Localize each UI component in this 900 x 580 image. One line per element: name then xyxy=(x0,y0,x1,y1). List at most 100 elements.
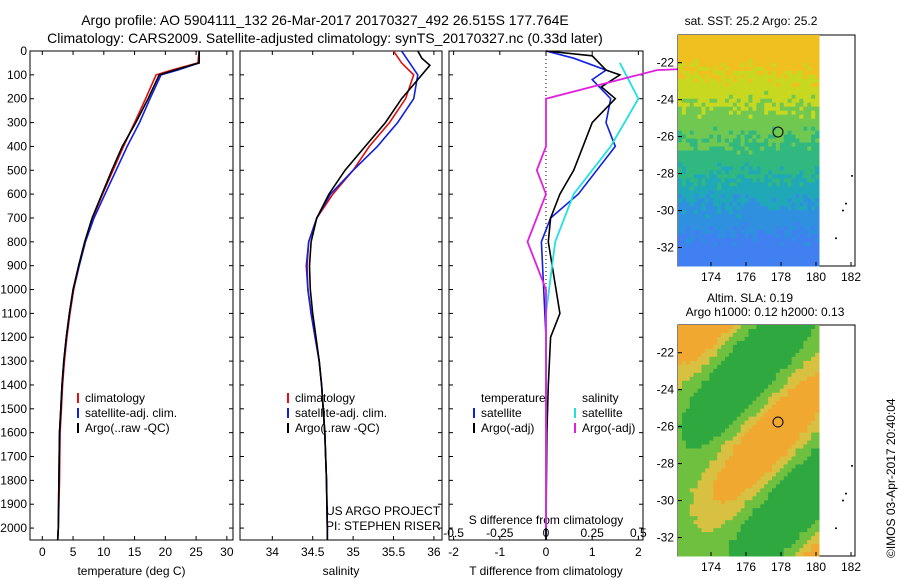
island-mark xyxy=(851,464,853,467)
map-cell xyxy=(693,162,699,167)
map-cell xyxy=(693,86,699,92)
map-cell xyxy=(752,222,757,227)
map-cell xyxy=(775,46,781,52)
map-cell xyxy=(701,524,706,529)
map-cell xyxy=(732,110,738,116)
map-cell xyxy=(811,186,816,191)
map-cell xyxy=(678,356,683,362)
map-cell xyxy=(795,258,800,263)
map-cell xyxy=(768,174,773,179)
map-cell xyxy=(693,130,699,136)
map-cell xyxy=(736,544,742,549)
map-cell xyxy=(799,78,804,84)
map-cell xyxy=(693,254,699,259)
map-cell xyxy=(678,178,683,183)
map-cell xyxy=(744,412,749,418)
map-cell xyxy=(783,388,789,394)
map-cell xyxy=(760,440,765,445)
map-cell xyxy=(697,190,702,195)
map-cell xyxy=(811,440,816,445)
map-cell xyxy=(768,146,773,151)
map-cell xyxy=(783,250,789,255)
map-cell xyxy=(811,114,816,120)
map-cell xyxy=(685,66,691,72)
map-cell xyxy=(799,468,804,473)
map-cell xyxy=(732,372,738,378)
map-cell xyxy=(760,400,765,406)
map-cell xyxy=(764,408,769,414)
map-cell xyxy=(795,520,800,525)
map-cell xyxy=(717,38,722,44)
map-cell xyxy=(795,42,800,48)
map-cell xyxy=(736,170,742,175)
map-cell xyxy=(764,162,769,167)
map-cell xyxy=(795,182,800,187)
map-cell xyxy=(681,544,687,549)
map-cell xyxy=(748,166,753,171)
map-cell xyxy=(728,246,734,251)
map-cell xyxy=(697,412,702,418)
map-cell xyxy=(772,198,777,203)
map-cell xyxy=(705,206,710,211)
map-cell xyxy=(783,380,789,386)
map-cell xyxy=(756,182,761,187)
map-cell xyxy=(713,222,718,227)
map-cell xyxy=(783,500,789,505)
map-cell xyxy=(728,328,734,334)
map-cell xyxy=(721,492,726,497)
map-cell xyxy=(681,150,687,155)
map-cell xyxy=(779,35,785,40)
map-cell xyxy=(685,110,691,116)
map-cell xyxy=(740,222,746,227)
map-cell xyxy=(807,142,812,148)
map-cell xyxy=(807,222,812,227)
map-cell xyxy=(752,512,757,517)
map-cell xyxy=(736,134,742,140)
map-cell xyxy=(768,190,773,195)
map-cell xyxy=(772,448,777,453)
map-cell xyxy=(681,178,687,183)
map-cell xyxy=(815,412,820,418)
map-cell xyxy=(736,150,742,155)
map-cell xyxy=(768,404,773,410)
map-cell xyxy=(713,400,718,406)
legend-label: climatology xyxy=(295,391,355,405)
map-cell xyxy=(709,150,714,155)
map-cell xyxy=(689,384,695,390)
map-cell xyxy=(713,78,718,84)
map-cell xyxy=(768,110,773,116)
map-cell xyxy=(787,392,793,398)
map-cell xyxy=(779,166,785,171)
map-cell xyxy=(740,492,746,497)
map-cell xyxy=(775,78,781,84)
map-cell xyxy=(713,258,718,263)
map-cell xyxy=(787,242,793,247)
map-cell xyxy=(732,440,738,445)
map-cell xyxy=(791,552,796,557)
map-cell xyxy=(709,238,714,243)
map-cell xyxy=(709,54,714,60)
map-cell xyxy=(689,174,695,179)
map-cell xyxy=(721,376,726,382)
map-cell xyxy=(756,210,761,215)
map-cell xyxy=(752,520,757,525)
map-cell xyxy=(748,512,753,517)
map-cell xyxy=(693,436,699,441)
map-cell xyxy=(783,110,789,116)
map-cell xyxy=(713,488,718,493)
map-cell xyxy=(807,98,812,104)
map-cell xyxy=(799,412,804,418)
map-cell xyxy=(744,340,749,346)
map-cell xyxy=(728,440,734,445)
map-cell xyxy=(725,226,730,231)
map-cell xyxy=(701,190,706,195)
depth-tick-label: 300 xyxy=(7,116,27,130)
map-cell xyxy=(760,476,765,481)
map-cell xyxy=(756,396,761,402)
map-cell xyxy=(799,258,804,263)
map-cell xyxy=(689,552,695,557)
map-cell xyxy=(803,388,808,394)
map-cell xyxy=(807,106,812,112)
map-cell xyxy=(807,392,812,398)
map-cell xyxy=(721,202,726,207)
